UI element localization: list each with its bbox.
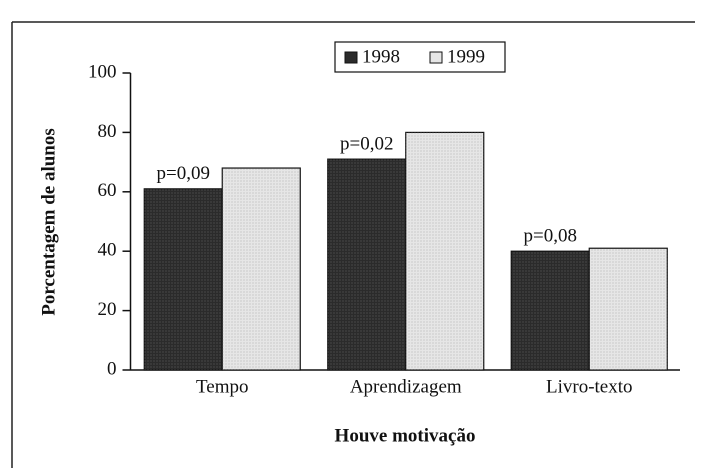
bar-texture (144, 188, 223, 370)
x-tick-label: Livro-texto (546, 376, 633, 397)
x-tick-label: Aprendizagem (350, 376, 462, 397)
legend-label: 1998 (362, 46, 400, 67)
y-tick-label: 60 (98, 180, 117, 201)
legend-label: 1999 (447, 46, 485, 67)
x-axis-label: Houve motivação (335, 425, 476, 446)
y-tick-label: 0 (107, 358, 117, 379)
bar-texture (589, 248, 668, 370)
bar-texture (327, 159, 406, 370)
legend-swatch (344, 51, 358, 64)
y-tick-label: 40 (98, 240, 117, 261)
legend-swatch (429, 51, 443, 64)
bar-texture (511, 251, 590, 370)
x-tick-label: Tempo (196, 376, 249, 397)
p-value-annotation: p=0,08 (524, 226, 577, 247)
p-value-annotation: p=0,09 (157, 163, 210, 184)
y-tick-label: 80 (98, 121, 117, 142)
legend-box (334, 41, 506, 73)
y-axis-label: Porcentagem de alunos (38, 128, 59, 316)
bar-texture (405, 132, 484, 370)
bar-texture (222, 168, 301, 370)
y-tick-label: 100 (88, 61, 117, 82)
y-tick-label: 20 (98, 299, 117, 320)
p-value-annotation: p=0,02 (340, 133, 393, 154)
